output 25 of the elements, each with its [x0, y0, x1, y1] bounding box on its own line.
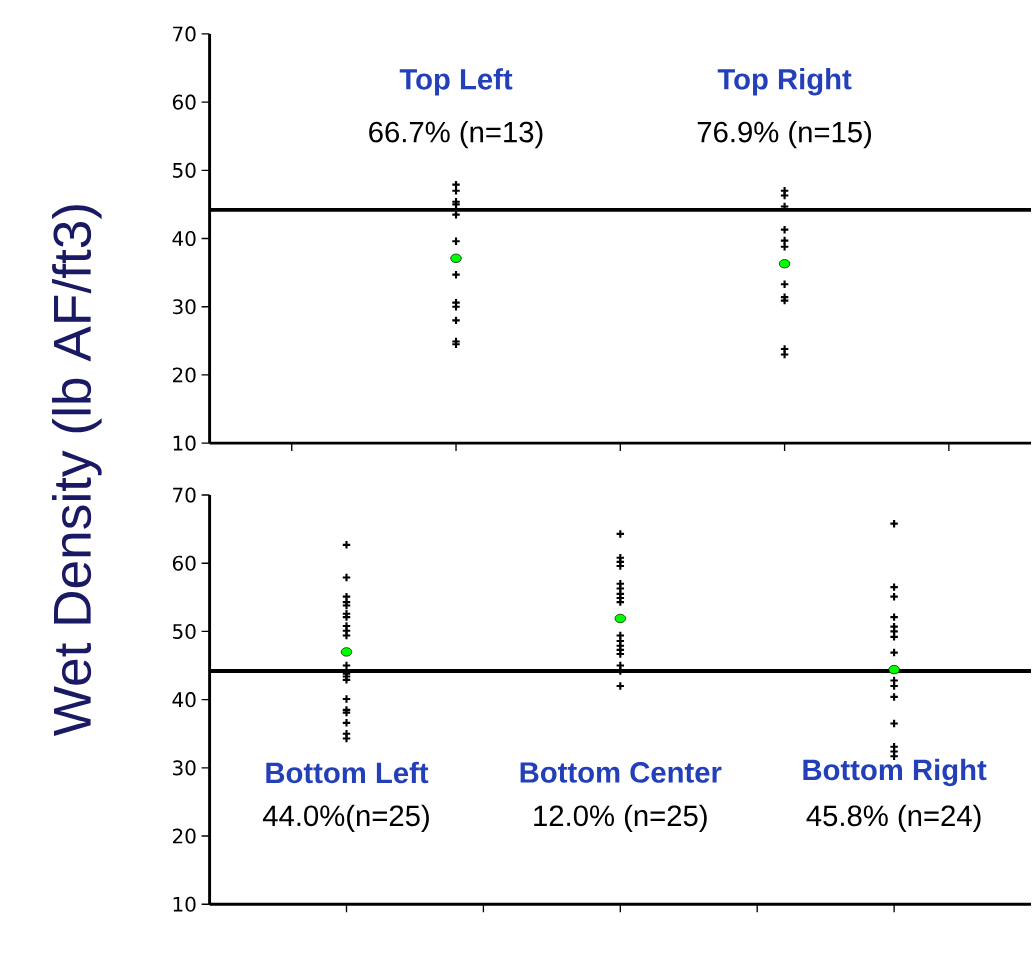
annotation: 12.0% (n=25): [534, 804, 707, 832]
annotation: 66.7% (n=13): [369, 120, 543, 148]
y-tick-label: 10: [173, 896, 196, 912]
y-tick-label: 20: [172, 828, 196, 844]
y-tick-label: 40: [172, 691, 196, 707]
y-tick-label: 10: [173, 435, 196, 451]
x-tick-label: Bottom Left: [266, 761, 429, 784]
y-axis-title: Wet Density (lb AF/ft3): [52, 204, 102, 736]
x-tick-label: Top Right: [717, 67, 852, 96]
x-tick-label: Bottom Center: [520, 761, 722, 783]
y-tick-label: 60: [172, 94, 196, 110]
y-tick-label: 30: [173, 760, 196, 776]
annotation: 44.0%(n=25): [262, 804, 429, 832]
annotation: 76.9% (n=15): [697, 120, 872, 148]
y-tick-label: 40: [172, 230, 196, 246]
y-tick-label: 20: [172, 367, 196, 383]
x-tick-label: Top Left: [399, 67, 513, 96]
y-tick-label: 50: [173, 162, 196, 178]
annotation: 45.8% (n=24): [806, 804, 981, 832]
y-tick-label: 60: [172, 555, 196, 571]
x-tick-label: Bottom Right: [803, 758, 987, 786]
y-tick-label: 50: [173, 623, 196, 639]
y-tick-label: 70: [173, 487, 196, 503]
y-tick-label: 70: [173, 26, 196, 42]
y-tick-label: 30: [173, 298, 196, 315]
